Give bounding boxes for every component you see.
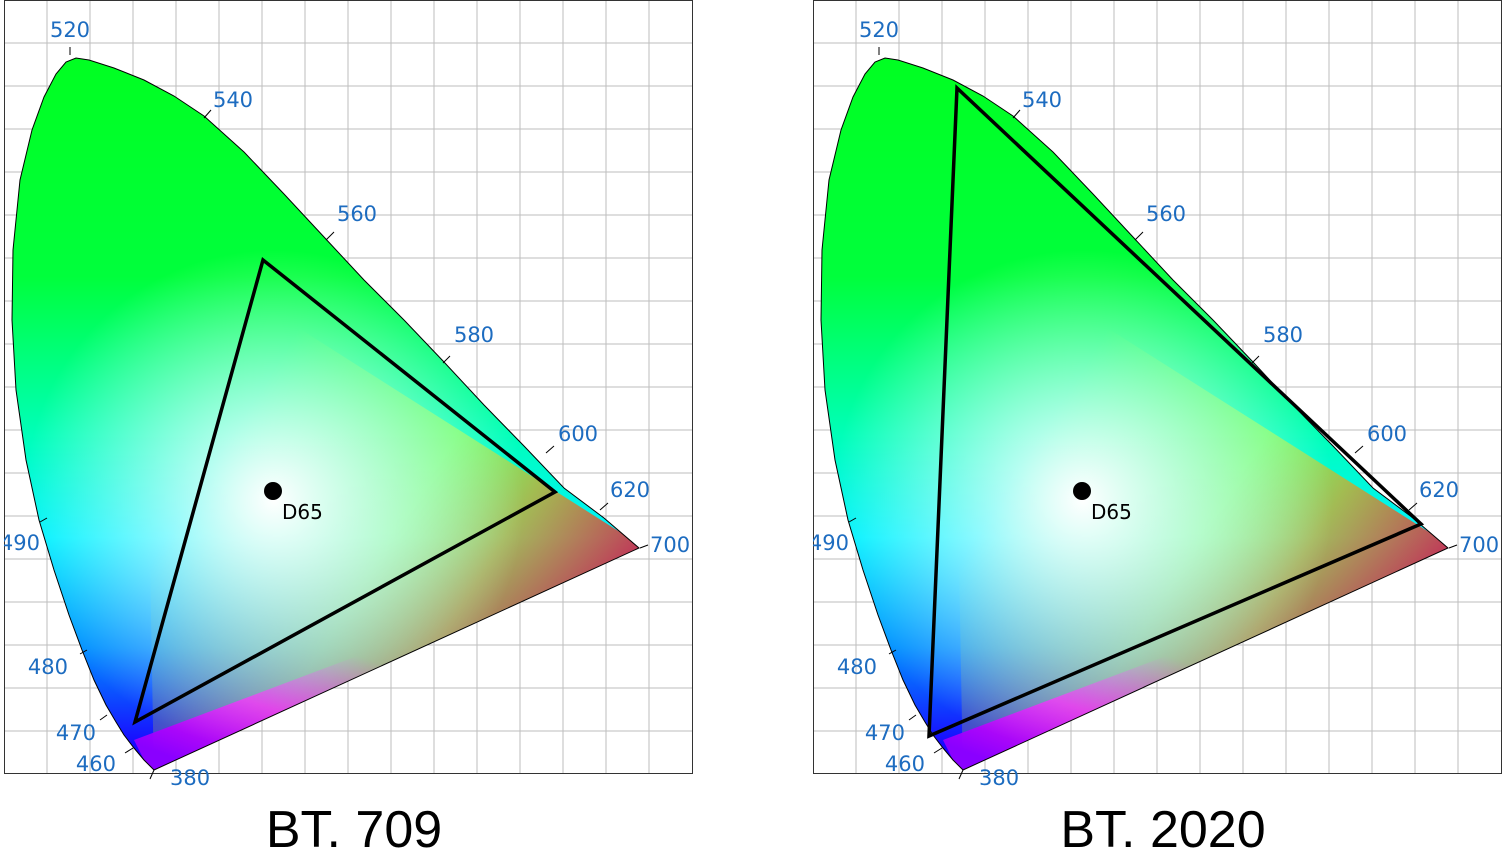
wavelength-label: 520 [859, 18, 899, 42]
wavelength-tick [39, 517, 48, 523]
white-point-label: D65 [1091, 500, 1132, 524]
plot-frame [813, 0, 1502, 774]
wavelength-label: 580 [1263, 323, 1303, 347]
wavelength-label: 700 [1459, 533, 1499, 557]
wavelength-label: 470 [865, 721, 905, 745]
wavelength-label: 460 [76, 752, 116, 776]
wavelength-label: 520 [50, 18, 90, 42]
wavelength-label: 490 [813, 531, 849, 555]
wavelength-label: 380 [979, 766, 1019, 790]
wavelength-label: 470 [56, 721, 96, 745]
spectral-locus-fill [12, 58, 639, 770]
wavelength-tick [325, 231, 335, 241]
wavelength-label: 620 [1419, 478, 1459, 502]
white-point-label: D65 [282, 500, 323, 524]
wavelength-tick [1354, 445, 1364, 454]
wavelength-tick [888, 649, 897, 655]
wavelength-label: 700 [650, 533, 690, 557]
wavelength-tick [124, 747, 134, 754]
wavelength-ticks: 520 540 560 580 600 620 700 490 480 470 460 380 [4, 18, 690, 790]
diagram-bt709: 520 540 560 580 600 620 700 490 480 470 460 380 D65 … [4, 0, 704, 865]
wavelength-ticks: 520 540 560 580 600 620 700 490 480 470 460 380 [813, 18, 1499, 790]
wavelength-label: 380 [170, 766, 210, 790]
wavelength-tick [958, 769, 964, 780]
wavelength-label: 540 [213, 88, 253, 112]
wavelength-tick [149, 769, 155, 780]
wavelength-label: 490 [4, 531, 40, 555]
chromaticity-diagram: 520 540 560 580 600 620 700 490 480 470 460 380 D65 [813, 0, 1502, 790]
wavelength-tick [639, 544, 649, 549]
spectral-locus-outline [11, 57, 640, 771]
wavelength-tick [1012, 109, 1021, 119]
wavelength-tick [933, 747, 943, 754]
wavelength-label: 580 [454, 323, 494, 347]
chromaticity-diagram: 520 540 560 580 600 620 700 490 480 470 460 380 D65 [4, 0, 693, 790]
wavelength-tick [203, 109, 212, 119]
diagram-bt2020: 520 540 560 580 600 620 700 490 480 470 460 380 D65 … [813, 0, 1504, 865]
spectral-locus-outline [820, 57, 1449, 771]
wavelength-label: 480 [837, 655, 877, 679]
white-point-marker [264, 482, 282, 500]
panel-title: BT. 709 [265, 801, 443, 859]
spectral-locus-fill [821, 58, 1448, 770]
wavelength-label: 600 [558, 422, 598, 446]
wavelength-tick [848, 517, 857, 523]
wavelength-label: 480 [28, 655, 68, 679]
wavelength-tick [1134, 231, 1144, 241]
gamut-triangle [927, 84, 1425, 739]
wavelength-label: 560 [337, 202, 377, 226]
white-point-marker [1073, 482, 1091, 500]
wavelength-tick [1251, 355, 1260, 364]
panel-title: BT. 2020 [1060, 801, 1266, 859]
wavelength-tick [442, 355, 451, 364]
wavelength-tick [599, 502, 609, 511]
wavelength-tick [79, 649, 88, 655]
wavelength-label: 560 [1146, 202, 1186, 226]
wavelength-label: 620 [610, 478, 650, 502]
wavelength-label: 460 [885, 752, 925, 776]
wavelength-tick [545, 445, 555, 454]
gamut-triangle [132, 256, 559, 726]
wavelength-label: 600 [1367, 422, 1407, 446]
plot-frame [4, 0, 693, 774]
wavelength-tick [1408, 502, 1418, 511]
wavelength-label: 540 [1022, 88, 1062, 112]
wavelength-tick [908, 714, 917, 721]
wavelength-tick [99, 714, 108, 721]
wavelength-tick [1448, 544, 1458, 549]
